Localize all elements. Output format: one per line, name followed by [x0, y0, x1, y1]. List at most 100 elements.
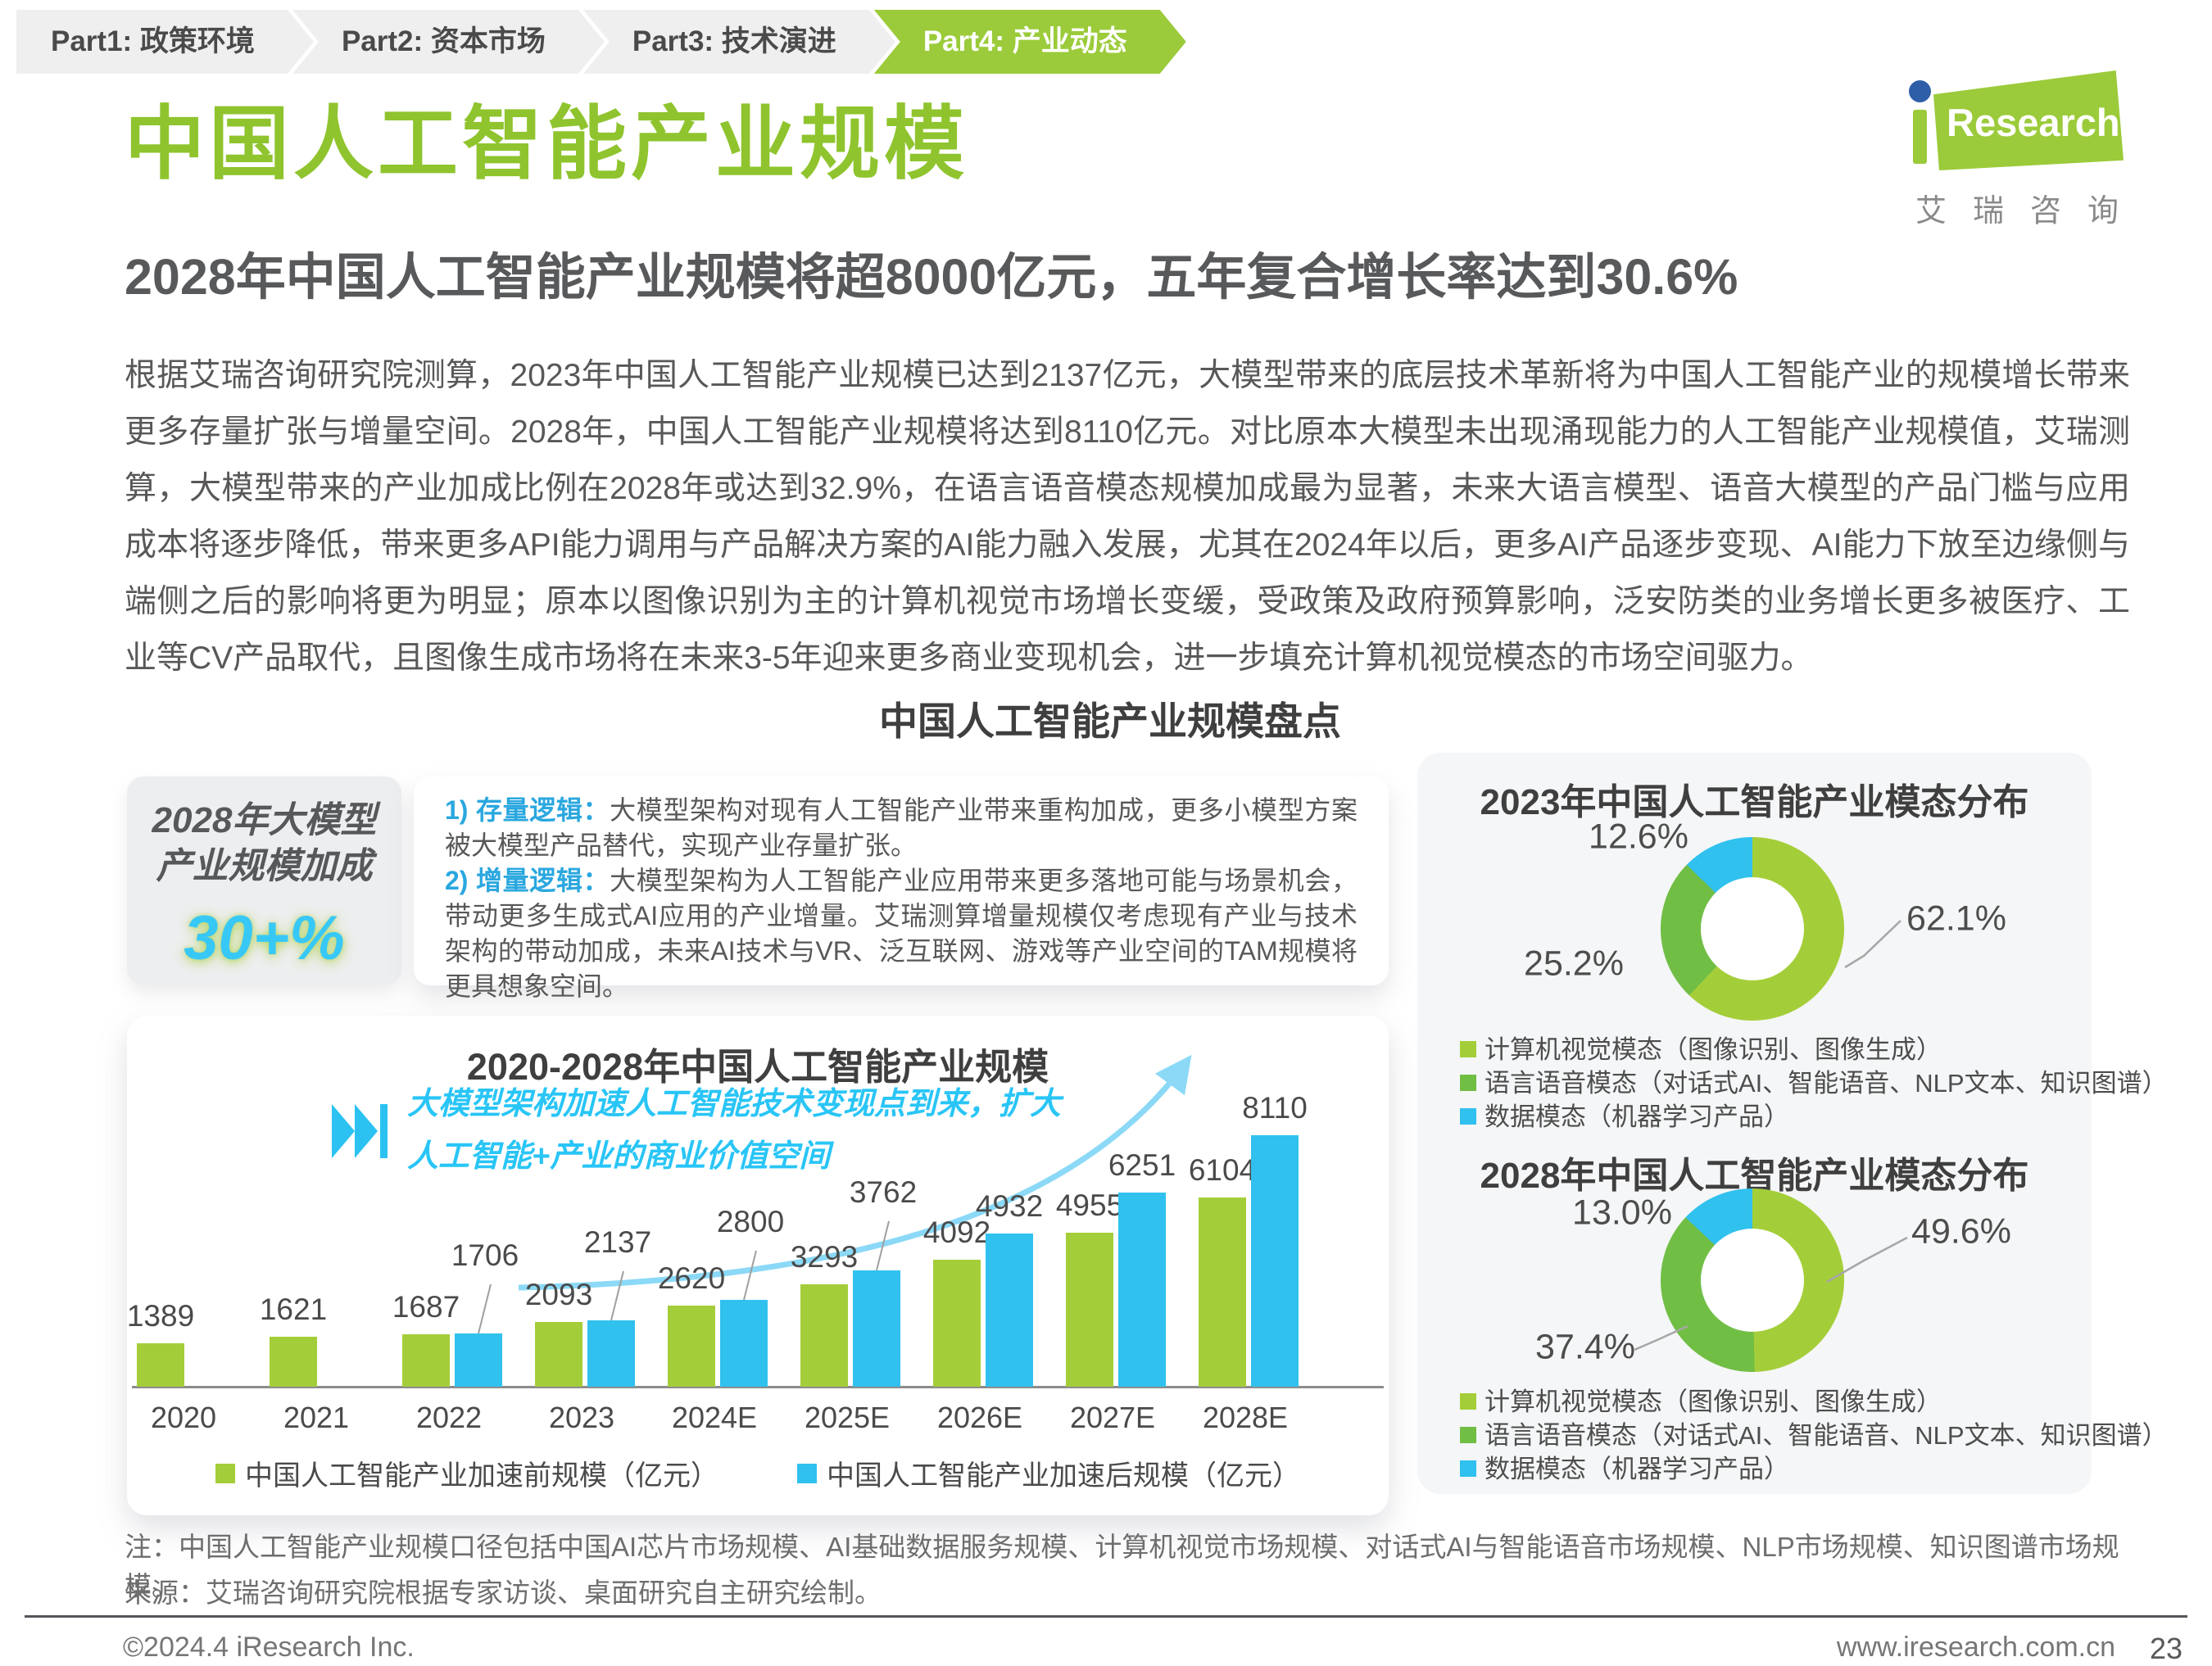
- donut-2023-chart: [1661, 837, 1844, 1021]
- bar-value-label: 4932: [975, 1189, 1044, 1223]
- legend-label: 中国人工智能产业加速前规模（亿元）: [245, 1460, 718, 1492]
- bar-value-label: 2620: [657, 1261, 726, 1295]
- logic-item-text: 大模型架构对现有人工智能产业带来重构加成，更多小模型方案被大模型产品替代，实现产…: [445, 795, 1358, 860]
- nav-part4-active: Part4: 产业动态: [874, 10, 1186, 74]
- donut-2028-legend: 计算机视觉模态（图像识别、图像生成） 语言语音模态（对话式AI、智能语音、NLP文…: [1460, 1385, 2168, 1486]
- logo-wordmark: Research: [1947, 101, 2120, 144]
- bar-plot-area: 1389 1621 1687 1706 2093 2137 2620 2800 3293 3762…: [117, 1043, 1313, 1387]
- logic-item: 2) 增量逻辑：大模型架构为人工智能产业应用带来更多落地可能与场景机会，带动更多…: [445, 863, 1358, 1004]
- page-subtitle: 2028年中国人工智能产业规模将超8000亿元，五年复合增长率达到30.6%: [125, 249, 1738, 305]
- donut-legend-row: 语言语音模态（对话式AI、智能语音、NLP文本、知识图谱）: [1460, 1419, 2168, 1452]
- x-tick-2024E: 2024E: [671, 1401, 758, 1434]
- bar-pre-accel: [1199, 1197, 1246, 1387]
- x-tick-2021: 2021: [283, 1401, 350, 1434]
- bar-pre-accel: [270, 1337, 317, 1387]
- donut-2023-label-cv: 62.1%: [1906, 899, 2006, 939]
- bar-group-2027E: 4955 6251: [1046, 1043, 1179, 1387]
- x-tick-2020: 2020: [150, 1401, 217, 1434]
- logo-i-dot-icon: [1909, 80, 1931, 102]
- legend-label: 中国人工智能产业加速后规模（亿元）: [827, 1460, 1300, 1492]
- bar-value-label: 1621: [259, 1293, 328, 1326]
- donut-legend-row: 数据模态（机器学习产品）: [1460, 1100, 2066, 1134]
- donut-legend-label: 计算机视觉模态（图像识别、图像生成）: [1484, 1388, 1942, 1416]
- bar-legend-item: 中国人工智能产业加速前规模（亿元）: [215, 1453, 718, 1493]
- bar-group-2028E: 6104 8110: [1179, 1043, 1312, 1387]
- bar-post-accel: [1118, 1193, 1166, 1387]
- bar-post-accel: [1251, 1135, 1299, 1387]
- donut-2023-label-speech: 25.2%: [1524, 944, 1624, 984]
- x-tick-2025E: 2025E: [804, 1401, 891, 1434]
- bar-group-2025E: 3293 3762: [781, 1043, 917, 1387]
- logic-item-label: 1) 存量逻辑：: [445, 795, 610, 825]
- footer-copyright: ©2024.4 iResearch Inc.: [123, 1632, 415, 1663]
- nav-part2: Part2: 资本市场: [292, 10, 605, 74]
- highlight-value: 30+%: [184, 903, 345, 973]
- donut-2023-title: 2023年中国人工智能产业模态分布: [1480, 782, 2029, 822]
- page-title: 中国人工智能产业规模: [125, 98, 969, 188]
- donut-2028-label-cv: 49.6%: [1911, 1211, 2011, 1252]
- legend-swatch-icon: [1460, 1075, 1476, 1091]
- donut-legend-label: 数据模态（机器学习产品）: [1484, 1455, 1789, 1483]
- logic-item-label: 2) 增量逻辑：: [445, 866, 610, 895]
- footnote: 注：中国人工智能产业规模口径包括中国AI芯片市场规模、AI基础数据服务规模、计算…: [125, 1532, 2119, 1601]
- bar-value-label: 6251: [1108, 1148, 1176, 1182]
- donut-2028-label-data: 13.0%: [1572, 1193, 1672, 1233]
- bar-pre-accel: [800, 1284, 848, 1387]
- donut-legend-row: 数据模态（机器学习产品）: [1460, 1452, 2066, 1486]
- bar-group-2021: 1621: [250, 1043, 383, 1387]
- bar-pre-accel: [137, 1343, 184, 1387]
- x-axis-labels: 2020 2021 2022 2023 2024E 2025E 2026E 2027E 2028…: [117, 1401, 1313, 1435]
- donut-2028-label-speech: 37.4%: [1535, 1327, 1635, 1367]
- breadcrumb-nav: Part1: 政策环境 Part2: 资本市场 Part3: 技术演进 Part…: [16, 10, 1186, 74]
- bar-chart-legend: 中国人工智能产业加速前规模（亿元） 中国人工智能产业加速后规模（亿元）: [127, 1453, 1389, 1493]
- bar-value-label: 1389: [126, 1299, 195, 1333]
- legend-swatch-icon: [215, 1463, 235, 1483]
- donut-2023-label-data: 12.6%: [1589, 817, 1688, 857]
- logo-i-stem-icon: [1913, 110, 1927, 164]
- logic-card: 1) 存量逻辑：大模型架构对现有人工智能产业带来重构加成，更多小模型方案被大模型…: [414, 776, 1389, 1001]
- legend-swatch-icon: [1460, 1041, 1476, 1057]
- legend-swatch-icon: [1460, 1108, 1476, 1125]
- bar-value-label: 4955: [1055, 1188, 1124, 1222]
- bar-post-accel: [853, 1270, 900, 1387]
- bar-value-label: 3762: [849, 1175, 918, 1209]
- bar-post-accel: [986, 1234, 1033, 1387]
- donut-legend-label: 语言语音模态（对话式AI、智能语音、NLP文本、知识图谱）: [1484, 1069, 2168, 1098]
- donut-legend-label: 数据模态（机器学习产品）: [1484, 1102, 1789, 1131]
- nav-part3: Part3: 技术演进: [583, 10, 895, 74]
- bar-post-accel: [455, 1333, 502, 1387]
- donut-2028-chart: [1661, 1188, 1844, 1372]
- bar-group-2024E: 2620 2800: [648, 1043, 784, 1387]
- bar-value-label: 8110: [1242, 1091, 1308, 1125]
- donut-panel: 2023年中国人工智能产业模态分布 12.6% 62.1% 25.2% 计算机视…: [1417, 753, 2168, 1494]
- section-title: 中国人工智能产业规模盘点: [879, 699, 1341, 743]
- bar-pre-accel: [668, 1306, 715, 1387]
- source-note: 来源：艾瑞咨询研究院根据专家访谈、桌面研究自主研究绘制。: [125, 1578, 882, 1608]
- legend-swatch-icon: [797, 1463, 817, 1483]
- bar-value-label: 1687: [392, 1290, 460, 1324]
- donut-legend-row: 计算机视觉模态（图像识别、图像生成）: [1460, 1033, 2066, 1066]
- bar-pre-accel: [402, 1334, 450, 1387]
- bar-post-accel: [587, 1320, 635, 1387]
- highlight-line1: 2028年大模型: [152, 800, 377, 840]
- highlight-card: 2028年大模型 产业规模加成 30+%: [127, 776, 401, 985]
- logic-item: 1) 存量逻辑：大模型架构对现有人工智能产业带来重构加成，更多小模型方案被大模型…: [445, 793, 1358, 863]
- donut-2023-legend: 计算机视觉模态（图像识别、图像生成） 语言语音模态（对话式AI、智能语音、NLP文…: [1460, 1033, 2168, 1134]
- fast-forward-icon: [332, 1104, 388, 1158]
- bar-pre-accel: [535, 1322, 582, 1387]
- bar-value-label: 2800: [716, 1205, 785, 1238]
- x-tick-2026E: 2026E: [936, 1401, 1023, 1434]
- iresearch-logo: Research 艾瑞咨询: [1909, 70, 2124, 229]
- bar-value-label: 2093: [524, 1278, 593, 1311]
- logo-flag: Research: [1933, 70, 2124, 170]
- page-number: 23: [2149, 1632, 2183, 1665]
- bar-value-label: 4092: [922, 1216, 991, 1249]
- bar-post-accel: [720, 1300, 768, 1387]
- bar-group-2026E: 4092 4932: [913, 1043, 1046, 1387]
- footer-url-link[interactable]: www.iresearch.com.cn: [1836, 1632, 2115, 1663]
- donut-legend-row: 语言语音模态（对话式AI、智能语音、NLP文本、知识图谱）: [1460, 1066, 2168, 1100]
- donut-legend-label: 语言语音模态（对话式AI、智能语音、NLP文本、知识图谱）: [1484, 1421, 2168, 1450]
- bar-value-label: 3293: [790, 1240, 859, 1274]
- legend-swatch-icon: [1460, 1427, 1476, 1443]
- bar-value-label: 1706: [451, 1238, 519, 1272]
